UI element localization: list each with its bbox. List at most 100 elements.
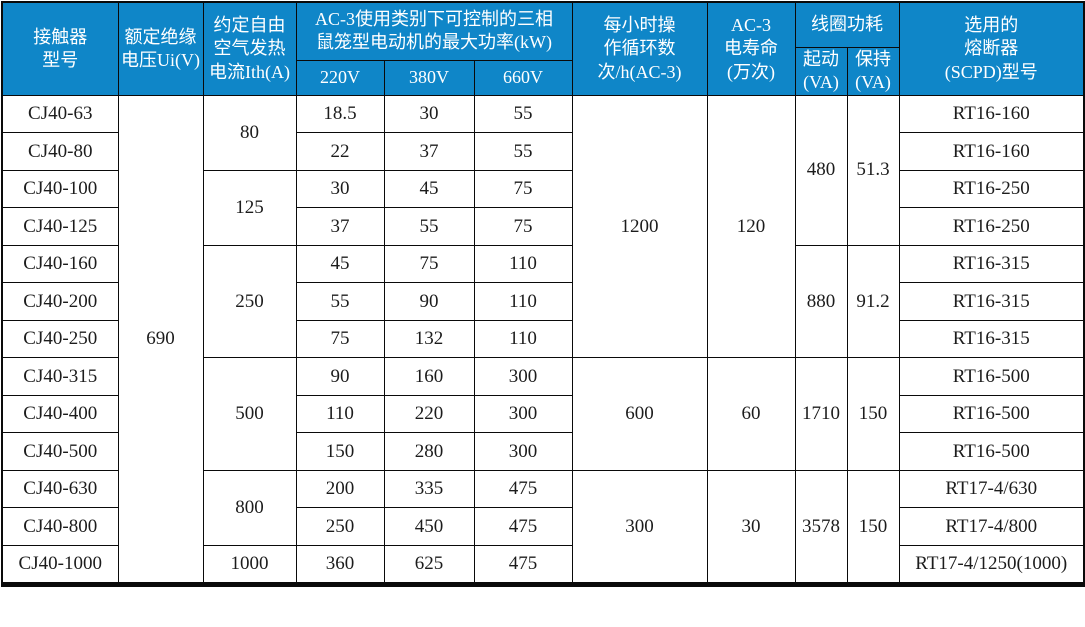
table-cell: 22: [295, 132, 385, 171]
header-coil-start: 起动 (VA): [794, 47, 848, 96]
table-cell: 110: [473, 282, 573, 321]
table-cell: 55: [383, 207, 475, 246]
header-contactor-model: 接触器 型号: [1, 1, 119, 96]
table-cell: 55: [295, 282, 385, 321]
table-row: CJ40-125 37 55 75 RT16-250: [1, 207, 1085, 246]
table-cell: 150: [846, 357, 900, 471]
table-row: CJ40-1000 1000 360 625 475 RT17-4/1250(1000): [1, 544, 1085, 586]
table-cell: 75: [473, 207, 573, 246]
header-cycles-per-hour: 每小时操 作循环数 次/h(AC-3): [571, 1, 708, 96]
table-cell: RT16-250: [898, 207, 1085, 246]
table-cell: 125: [202, 169, 297, 246]
table-cell: 1710: [794, 357, 848, 471]
cell-model: CJ40-125: [1, 207, 119, 246]
table-cell: 60: [706, 357, 796, 471]
table-cell: 90: [383, 282, 475, 321]
header-power-220v: 220V: [295, 59, 385, 96]
page: 接触器 型号 额定绝缘 电压Ui(V) 约定自由 空气发热 电流Ith(A) A…: [1, 1, 1085, 588]
header-coil-hold: 保持 (VA): [846, 47, 900, 96]
cell-model: CJ40-63: [1, 94, 119, 134]
table-cell: RT16-160: [898, 132, 1085, 171]
header-thermal-current: 约定自由 空气发热 电流Ith(A): [202, 1, 297, 96]
table-cell: 150: [846, 469, 900, 586]
table-row: CJ40-500 150 280 300 RT16-500: [1, 432, 1085, 471]
table-cell: 335: [383, 469, 475, 509]
table-cell: 110: [295, 394, 385, 434]
table-cell: 91.2: [846, 244, 900, 359]
table-cell: 360: [295, 544, 385, 586]
table-cell: 30: [706, 469, 796, 586]
table-cell: 51.3: [846, 94, 900, 246]
table-cell: 37: [295, 207, 385, 246]
header-row-2: 起动 (VA) 保持 (VA): [2, 47, 1084, 96]
table-cell: RT17-4/1250(1000): [898, 544, 1085, 586]
header-row-1: 接触器 型号 额定绝缘 电压Ui(V) 约定自由 空气发热 电流Ith(A) A…: [1, 1, 1085, 96]
cell-model: CJ40-100: [1, 169, 119, 209]
header-row-3: 220V 380V 660V: [2, 59, 1084, 96]
table-cell: 75: [383, 244, 475, 284]
table-cell: RT16-315: [898, 319, 1085, 359]
table-row: CJ40-400 110 220 300 RT16-500: [1, 394, 1085, 434]
table-cell: 690: [117, 94, 204, 586]
table-cell: 300: [473, 432, 573, 471]
header-max-power-group: AC-3使用类别下可控制的三相 鼠笼型电动机的最大功率(kW): [295, 1, 573, 61]
table-cell: RT17-4/800: [898, 507, 1085, 546]
table-row: CJ40-630 800 200 335 475 300 30 3578 150 RT17-4/6…: [1, 469, 1085, 586]
table-cell: 475: [473, 544, 573, 586]
table-cell: RT16-500: [898, 432, 1085, 471]
table-row: CJ40-200 55 90 110 RT16-315: [1, 282, 1085, 321]
table-row: CJ40-800 250 450 475 RT17-4/800: [1, 507, 1085, 546]
table-header: 接触器 型号 额定绝缘 电压Ui(V) 约定自由 空气发热 电流Ith(A) A…: [1, 1, 1085, 96]
table-cell: 250: [295, 507, 385, 546]
table-cell: RT16-315: [898, 282, 1085, 321]
table-cell: 300: [473, 357, 573, 396]
table-cell: 132: [383, 319, 475, 359]
header-power-380v: 380V: [383, 59, 475, 96]
table-cell: 110: [473, 244, 573, 284]
table-cell: 3578: [794, 469, 848, 586]
table-cell: 200: [295, 469, 385, 509]
table-row: CJ40-250 75 132 110 RT16-315: [1, 319, 1085, 359]
table-cell: 1200: [571, 94, 708, 359]
table-row: CJ40-63 690 80 18.5 30 55 1200 120 480 51.3 RT16-1…: [1, 94, 1085, 586]
cell-model: CJ40-500: [1, 432, 119, 471]
cell-model: CJ40-200: [1, 282, 119, 321]
header-coil-power-group: 线圈功耗: [794, 1, 900, 48]
table-cell: 75: [473, 169, 573, 209]
cell-model: CJ40-80: [1, 132, 119, 171]
cell-model: CJ40-315: [1, 357, 119, 396]
cell-model: CJ40-250: [1, 319, 119, 359]
table-cell: 600: [571, 357, 708, 471]
table-cell: 55: [473, 94, 573, 134]
table-cell: 75: [295, 319, 385, 359]
table-cell: 160: [383, 357, 475, 396]
table-cell: 80: [202, 94, 297, 171]
cell-model: CJ40-1000: [1, 544, 119, 586]
table-body: CJ40-63 690 80 18.5 30 55 1200 120 480 51.3 RT16-1…: [1, 94, 1085, 586]
cell-model: CJ40-160: [1, 244, 119, 284]
table-row: CJ40-80 22 37 55 RT16-160: [1, 132, 1085, 171]
cell-model: CJ40-630: [1, 469, 119, 509]
table-cell: 300: [571, 469, 708, 586]
table-cell: 800: [202, 469, 297, 546]
table-cell: RT16-500: [898, 357, 1085, 396]
table-cell: 120: [706, 94, 796, 359]
table-cell: RT16-500: [898, 394, 1085, 434]
header-insulation-voltage: 额定绝缘 电压Ui(V): [117, 1, 204, 96]
table-row: CJ40-315 500 90 160 300 600 60 1710 150 RT16-500: [1, 357, 1085, 471]
table-cell: 37: [383, 132, 475, 171]
header-power-660v: 660V: [473, 59, 573, 96]
table-cell: 450: [383, 507, 475, 546]
header-fuse-type: 选用的 熔断器 (SCPD)型号: [898, 1, 1085, 96]
cell-model: CJ40-800: [1, 507, 119, 546]
table-cell: 475: [473, 469, 573, 509]
table-cell: 220: [383, 394, 475, 434]
table-cell: 500: [202, 357, 297, 471]
table-cell: 18.5: [295, 94, 385, 134]
table-cell: RT16-315: [898, 244, 1085, 284]
table-cell: 45: [383, 169, 475, 209]
table-row: CJ40-100 125 30 45 75 RT16-250: [1, 169, 1085, 246]
table-cell: RT17-4/630: [898, 469, 1085, 509]
table-cell: 150: [295, 432, 385, 471]
table-cell: RT16-250: [898, 169, 1085, 209]
